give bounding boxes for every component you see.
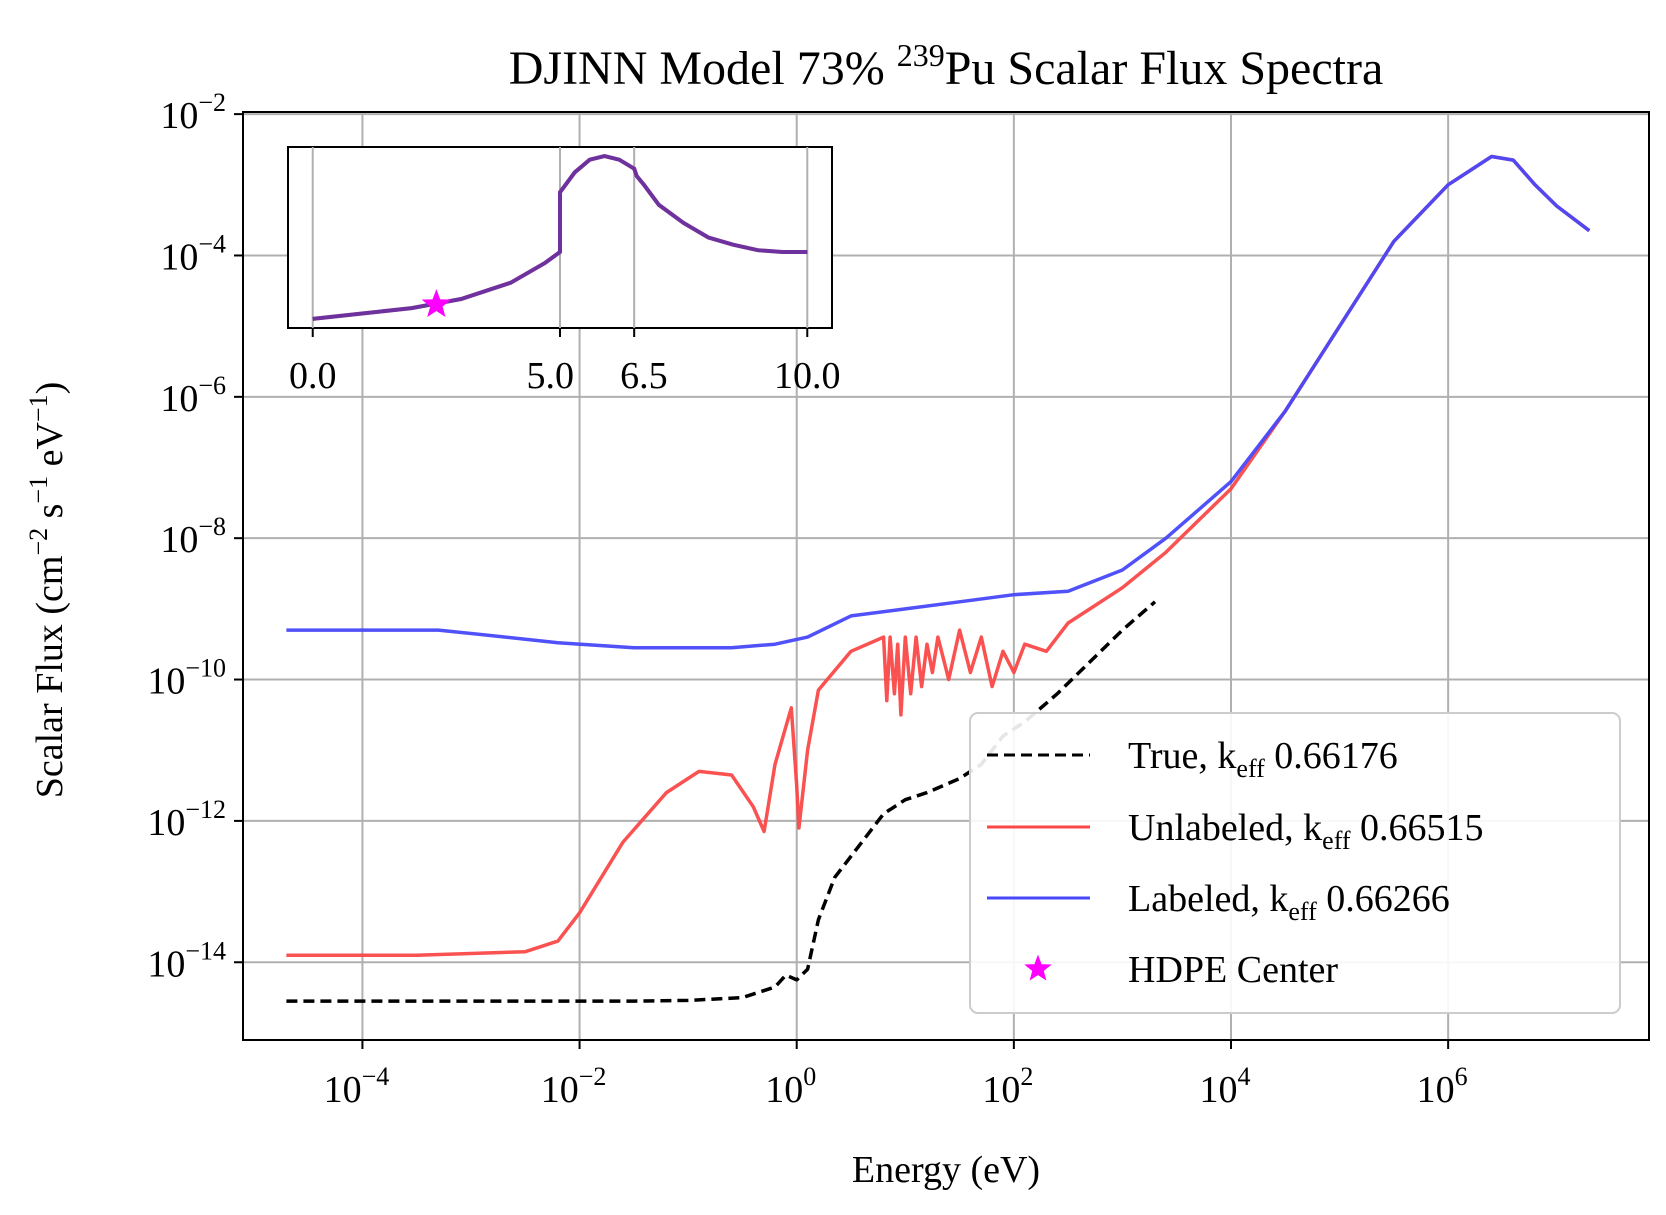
main-series	[286, 154, 1591, 1003]
main-ticks: 10−4 10−2 100 102 104 106 10−2 10−4 10−6 10−8 10−1…	[147, 88, 1467, 1111]
y-tick-label: 10−4	[160, 229, 226, 278]
series-line-labeled	[286, 154, 1591, 650]
inset-x-tick-label: 10.0	[774, 355, 841, 397]
plot-frame	[242, 111, 1650, 1041]
inset-ticks: 0.0 5.0 6.5 10.0	[289, 328, 841, 397]
inset-plot: 0.0 5.0 6.5 10.0	[287, 146, 841, 397]
legend-box	[969, 712, 1621, 1014]
x-axis-label: Energy (eV)	[852, 1149, 1040, 1191]
x-tick-label: 10−2	[541, 1062, 607, 1111]
x-tick-label: 104	[1200, 1062, 1251, 1111]
legend-labeled-label: Labeled, keff 0.66266	[1128, 878, 1450, 926]
chart-title: DJINN Model 73% 239Pu Scalar Flux Spectr…	[509, 37, 1384, 95]
legend: True, keff 0.66176 Unlabeled, keff 0.665…	[969, 712, 1621, 1014]
legend-hdpe-star-marker	[1024, 954, 1052, 981]
y-tick-label: 10−2	[160, 88, 226, 137]
inset-x-tick-label: 0.0	[289, 355, 337, 397]
inset-curve-labeled	[312, 154, 808, 321]
inset-x-tick-label: 5.0	[527, 355, 575, 397]
y-tick-label: 10−8	[160, 512, 226, 561]
y-tick-label: 10−10	[147, 654, 226, 703]
y-tick-label: 10−14	[147, 936, 226, 985]
inset-hdpe-star-marker	[421, 289, 452, 317]
inset-x-tick-label: 6.5	[620, 355, 668, 397]
x-tick-label: 100	[765, 1062, 816, 1111]
series-line-unlabeled	[286, 154, 1591, 957]
inset-curve	[312, 154, 808, 321]
y-axis-label: Scalar Flux (cm−2 s−1 eV−1)	[24, 382, 71, 799]
legend-unlabeled-label: Unlabeled, keff 0.66515	[1128, 807, 1484, 855]
x-tick-label: 10−4	[324, 1062, 390, 1111]
legend-true-label: True, keff 0.66176	[1128, 735, 1398, 783]
legend-hdpe-label: HDPE Center	[1128, 949, 1338, 991]
y-tick-label: 10−12	[147, 795, 226, 844]
x-tick-label: 106	[1417, 1062, 1468, 1111]
y-tick-label: 10−6	[160, 371, 226, 420]
x-tick-label: 102	[982, 1062, 1033, 1111]
